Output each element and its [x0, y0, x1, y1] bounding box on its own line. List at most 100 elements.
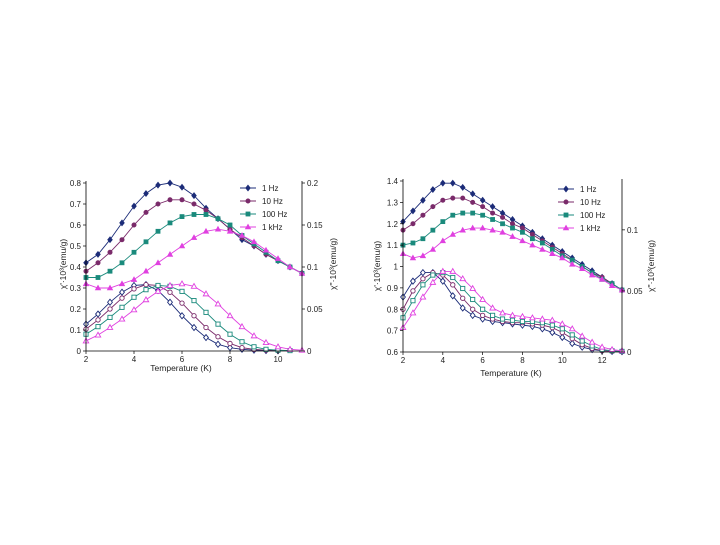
- chart-right-data-point: [538, 315, 546, 322]
- chart-right-data-point: [459, 226, 466, 233]
- chart-left-data-point: [143, 190, 149, 197]
- chart-left-data-point: [131, 222, 137, 228]
- chart-right-data-point: [579, 338, 585, 344]
- chart-left-x-tick-label: 2: [84, 355, 89, 364]
- chart-right-y-tick-label: 1.2: [387, 220, 399, 229]
- chart-left-data-point: [155, 282, 161, 289]
- chart-left-data-point: [107, 249, 113, 255]
- chart-left-data-point: [119, 288, 125, 296]
- chart-left-data-point: [118, 280, 126, 287]
- chart-right-x-axis-label: Temperature (K): [480, 368, 542, 378]
- chart-right-data-point: [559, 326, 565, 332]
- chart-left-data-point: [191, 201, 197, 207]
- chart-left-data-point: [167, 289, 173, 295]
- chart-right-x-tick-label: 12: [598, 356, 607, 365]
- chart-right-data-point: [500, 214, 506, 220]
- chart-right-x-tick-label: 10: [558, 356, 567, 365]
- chart-left-data-point: [142, 296, 150, 303]
- legend-label: 1 kHz: [580, 224, 600, 233]
- chart-left-data-point: [155, 228, 161, 234]
- chart-left-y2-tick-label: 0.05: [307, 305, 323, 314]
- chart-left-data-point: [118, 315, 126, 322]
- legend-swatch-marker: [244, 223, 252, 230]
- legend-label: 10 Hz: [262, 197, 283, 206]
- chart-right-x-tick-label: 2: [401, 356, 406, 365]
- chart-panel-right: 2 4 6 8 10 12 0.6 0.7 0.8 0.9 1 1.1 1.2 1.3 1.4 0 0.05 0.…: [372, 177, 656, 378]
- chart-right-data-point: [529, 231, 535, 237]
- chart-right-data-point: [470, 296, 476, 303]
- chart-left-y-tick-label: 0: [77, 347, 82, 356]
- chart-right-data-point: [429, 245, 437, 252]
- chart-right-data-point: [420, 236, 426, 242]
- chart-left-axes: 2 4 6 8 10 0 0.1 0.2 0.3 0.4 0.5 0.6 0.7 0.8 0 0.05 0.1 0…: [70, 179, 323, 364]
- chart-left-data-point: [142, 267, 150, 274]
- chart-right-data-point: [479, 312, 486, 319]
- chart-right-data-point: [410, 240, 416, 246]
- chart-left-data-point: [203, 333, 209, 342]
- chart-right-series-line: [402, 270, 623, 352]
- chart-right-data-point: [608, 345, 616, 353]
- chart-right-y-tick-label: 1.1: [387, 241, 399, 250]
- chart-left-data-point: [107, 314, 113, 320]
- chart-left-data-point: [95, 250, 101, 258]
- chart-left-data-point: [119, 219, 125, 227]
- chart-left-data-point: [94, 284, 102, 291]
- chart-left-data-point: [179, 197, 185, 203]
- chart-right-data-point: [439, 277, 446, 285]
- chart-right-data-point: [528, 314, 536, 321]
- chart-right-data-point: [450, 195, 456, 201]
- chart-left-data-point: [167, 179, 173, 187]
- chart-left-data-point: [191, 323, 197, 332]
- chart-right-data-point: [449, 267, 457, 274]
- chart-left-data-point: [179, 288, 185, 294]
- chart-right-data-point: [440, 219, 446, 225]
- chart-right-data-point: [499, 316, 506, 322]
- chart-right-data-point: [549, 322, 555, 328]
- chart-right-data-point: [410, 207, 416, 215]
- chart-right-data-point: [470, 199, 476, 205]
- chart-left-data-point: [203, 212, 209, 217]
- chart-right-data-point: [549, 328, 556, 337]
- chart-right-data-point: [460, 195, 466, 201]
- chart-right-data-point: [509, 317, 516, 323]
- legend-label: 1 kHz: [262, 223, 282, 232]
- chart-left-data-point: [214, 300, 222, 307]
- legend-swatch-marker: [245, 198, 251, 204]
- chart-left-legend: 1 Hz 10 Hz 100 Hz 1 kHz: [240, 184, 287, 232]
- chart-left-series-line: [85, 285, 291, 352]
- chart-left-data-point: [215, 340, 221, 349]
- legend-swatch-marker: [245, 184, 251, 192]
- chart-right-data-point: [569, 332, 575, 338]
- chart-right-y2-tick-label: 0.05: [627, 287, 643, 296]
- chart-left-data-point: [166, 250, 174, 257]
- chart-right-data-point: [460, 210, 466, 216]
- legend-swatch-marker: [245, 211, 251, 217]
- chart-left-data-point: [203, 324, 209, 331]
- chart-right-data-point: [459, 274, 467, 282]
- chart-right-x-tick-label: 6: [480, 356, 485, 365]
- chart-left-y-tick-label: 0.7: [70, 200, 82, 209]
- chart-panel-left: 2 4 6 8 10 0 0.1 0.2 0.3 0.4 0.5 0.6 0.7 0.8 0 0.05 0.1 0…: [58, 179, 338, 373]
- legend-swatch-marker: [563, 199, 569, 205]
- chart-right-data-point: [520, 229, 525, 235]
- chart-left-data-point: [250, 332, 258, 339]
- chart-left-data-point: [167, 298, 173, 307]
- chart-right-data-point: [420, 276, 426, 282]
- chart-right-data-point: [420, 196, 426, 204]
- chart-left-series-right-7: [82, 280, 306, 353]
- chart-right-legend: 1 Hz 10 Hz 100 Hz 1 kHz: [558, 185, 605, 233]
- chart-left-y-axis-label: χ'·10³(emu/g): [58, 239, 68, 290]
- chart-left-y2-tick-label: 0.2: [307, 179, 319, 188]
- chart-left-data-point: [190, 234, 198, 240]
- chart-left-data-point: [131, 202, 137, 210]
- chart-left-x-axis-label: Temperature (K): [150, 363, 212, 373]
- chart-left-data-point: [155, 201, 161, 207]
- chart-right-data-point: [578, 265, 586, 271]
- chart-right-y2-tick-label: 0: [627, 348, 632, 357]
- chart-left-data-point: [107, 306, 113, 312]
- chart-right-data-point: [509, 311, 516, 318]
- chart-left-data-point: [227, 340, 233, 347]
- chart-right-axes: 2 4 6 8 10 12 0.6 0.7 0.8 0.9 1 1.1 1.2 1.3 1.4 0 0.05 0.…: [387, 177, 643, 365]
- chart-left-data-point: [106, 284, 114, 291]
- chart-right-x-tick-label: 8: [520, 356, 525, 365]
